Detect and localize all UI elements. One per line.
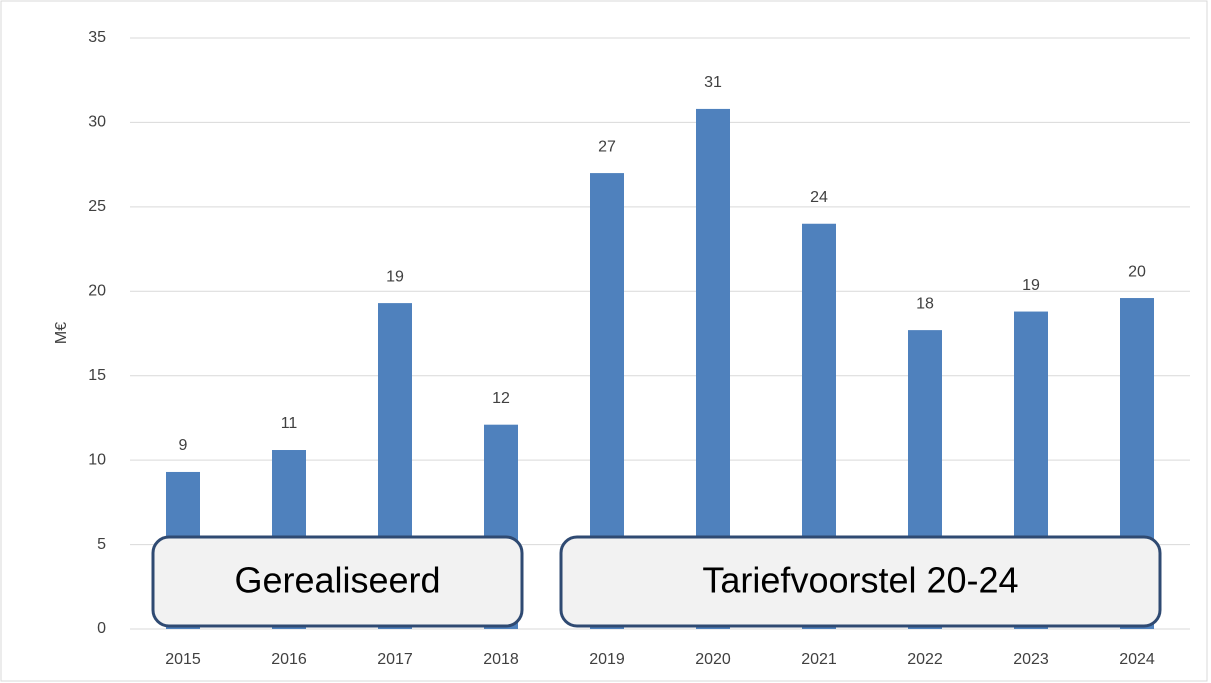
x-tick-label: 2015 — [165, 651, 201, 668]
y-tick-label: 10 — [88, 451, 106, 468]
annotation: Gerealiseerd — [234, 560, 440, 601]
data-label: 31 — [704, 74, 722, 91]
x-tick-label: 2016 — [271, 651, 307, 668]
data-label: 18 — [916, 295, 934, 312]
data-label: 9 — [179, 437, 188, 454]
y-tick-label: 0 — [97, 620, 106, 637]
x-tick-label: 2022 — [907, 651, 943, 668]
y-tick-label: 25 — [88, 198, 106, 215]
data-label: 27 — [598, 138, 616, 155]
y-tick-label: 20 — [88, 283, 106, 300]
y-tick-label: 30 — [88, 114, 106, 131]
y-axis-label: M€ — [53, 322, 70, 344]
x-tick-label: 2017 — [377, 651, 413, 668]
annotation: Tariefvoorstel 20-24 — [702, 560, 1018, 601]
x-tick-label: 2020 — [695, 651, 731, 668]
x-tick-label: 2023 — [1013, 651, 1049, 668]
annotation-box — [151, 535, 524, 628]
y-tick-label: 5 — [97, 536, 106, 553]
data-label: 19 — [1022, 277, 1040, 294]
x-tick-label: 2018 — [483, 651, 519, 668]
y-tick-label: 35 — [88, 29, 106, 46]
x-tick-label: 2024 — [1119, 651, 1155, 668]
data-label: 24 — [810, 189, 828, 206]
x-tick-label: 2019 — [589, 651, 625, 668]
data-label: 11 — [281, 415, 298, 432]
x-tick-label: 2021 — [801, 651, 837, 668]
y-tick-label: 15 — [88, 367, 106, 384]
data-label: 20 — [1128, 263, 1146, 280]
data-label: 12 — [492, 390, 510, 407]
annotation-box — [559, 535, 1162, 628]
data-label: 19 — [386, 268, 404, 285]
